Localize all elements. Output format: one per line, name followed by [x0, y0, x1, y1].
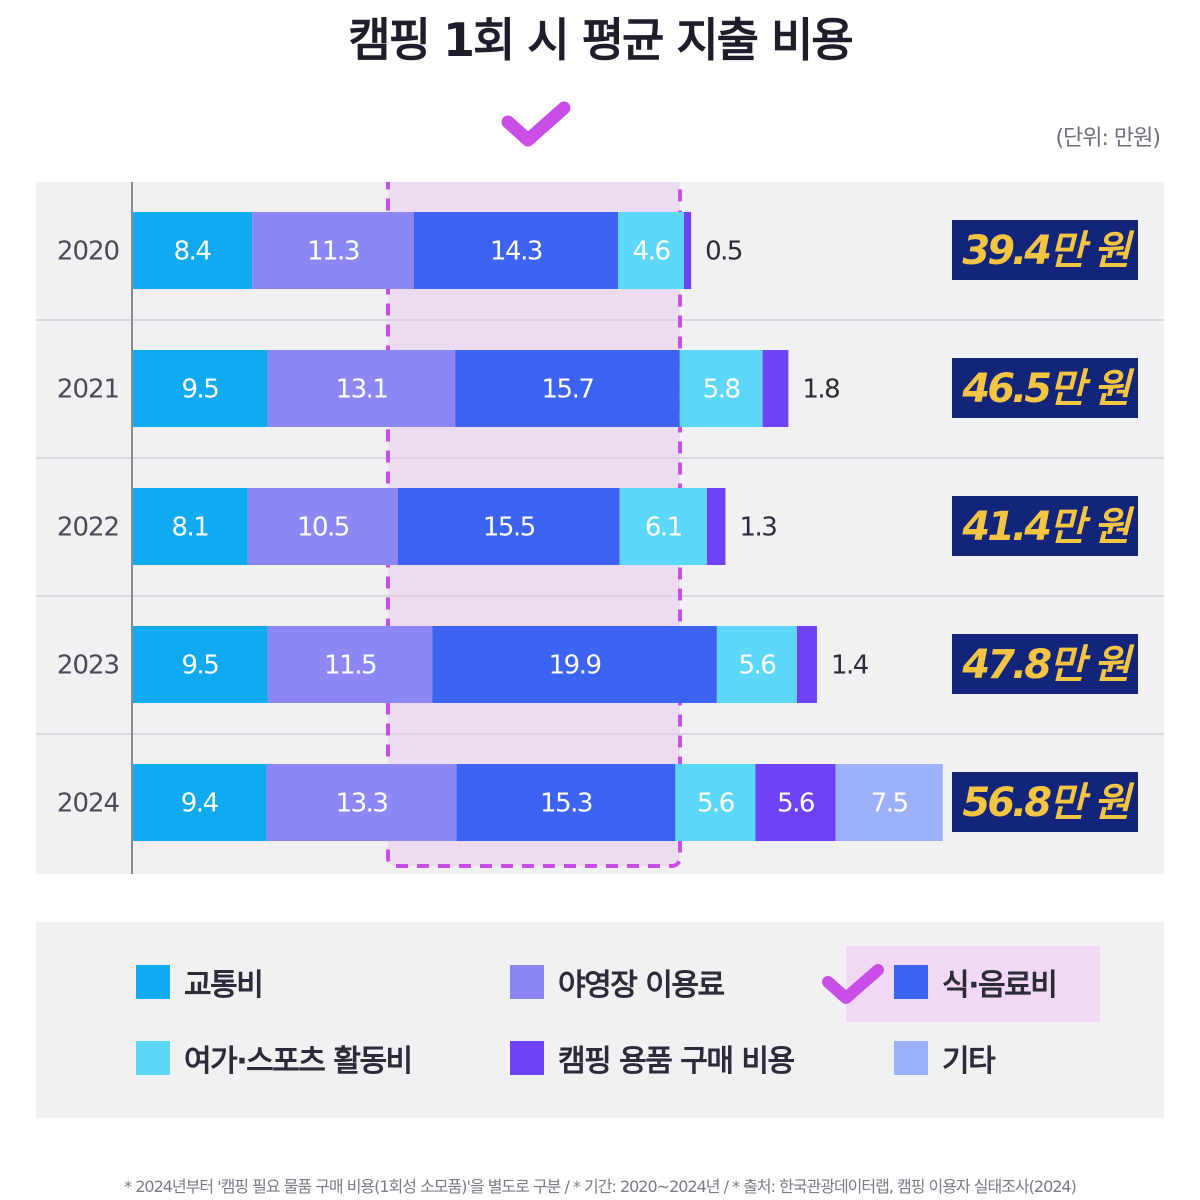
year-label: 2021 — [57, 375, 119, 405]
data-label: 8.1 — [171, 513, 208, 543]
data-label: 9.5 — [181, 375, 218, 405]
data-label: 14.3 — [490, 237, 542, 267]
footnote: * 2024년부터 '캠핑 필요 물품 구매 비용(1회성 소모품)'을 별도로… — [124, 1177, 1077, 1196]
bar-segment — [252, 212, 414, 289]
data-label: 0.5 — [705, 237, 742, 267]
data-label: 5.6 — [738, 651, 775, 681]
legend: 교통비 야영장 이용료 식·음료비 여가·스포츠 활동비 캠핑 용품 구매 비용… — [36, 922, 1164, 1118]
stacked-bar-chart: 2020 8.4 11.3 14.3 4.6 0.5 39.4만 원 2021 9.5 13.1 1… — [36, 182, 1164, 874]
legend-label: 여가·스포츠 활동비 — [184, 1044, 413, 1079]
total-value: 56.8만 원 — [962, 780, 1134, 826]
legend-label: 기타 — [942, 1044, 996, 1079]
data-label: 4.6 — [633, 237, 670, 267]
bar-segment — [618, 212, 684, 289]
chart-panel: 2020 8.4 11.3 14.3 4.6 0.5 39.4만 원 2021 9.5 13.1 1… — [36, 182, 1164, 874]
year-label: 2020 — [57, 237, 119, 267]
legend-label: 야영장 이용료 — [558, 968, 725, 1003]
data-label: 6.1 — [645, 513, 682, 543]
total-value: 39.4만 원 — [962, 228, 1134, 274]
legend-checkmark-icon — [822, 964, 884, 1004]
bar-segment — [716, 626, 797, 703]
bar-segment — [762, 350, 789, 427]
year-label: 2022 — [57, 513, 119, 543]
total-badge — [952, 496, 1138, 556]
data-label: 11.5 — [324, 651, 376, 681]
data-label: 15.3 — [540, 789, 592, 819]
legend-label: 식·음료비 — [942, 968, 1058, 1003]
checkmark-icon — [501, 101, 571, 147]
bar-segment — [675, 764, 756, 841]
bar-segment — [796, 626, 817, 703]
year-label: 2023 — [57, 651, 119, 681]
legend-label: 캠핑 용품 구매 비용 — [558, 1044, 795, 1079]
legend-item-campsite-fee: 야영장 이용료 — [510, 962, 725, 1003]
bar-segment — [706, 488, 726, 565]
bar-segment — [413, 212, 619, 289]
legend-item-leisure: 여가·스포츠 활동비 — [136, 1038, 413, 1079]
total-value: 41.4만 원 — [961, 504, 1134, 550]
bar-segment — [132, 212, 253, 289]
bar-segment — [679, 350, 763, 427]
data-label: 15.5 — [483, 513, 535, 543]
bar-segment — [456, 764, 676, 841]
total-value: 46.5만 원 — [961, 366, 1134, 412]
year-label: 2024 — [57, 789, 120, 819]
legend-highlight — [846, 946, 1100, 1022]
bar-segment — [619, 488, 707, 565]
legend-swatch — [136, 965, 170, 999]
bar-segment — [267, 626, 433, 703]
bar-segment — [132, 488, 248, 565]
bar-segment — [397, 488, 620, 565]
legend-item-food: 식·음료비 — [894, 962, 1058, 1003]
data-label: 1.4 — [831, 651, 869, 681]
legend-item-other: 기타 — [894, 1038, 996, 1079]
bar-segment — [683, 212, 692, 289]
data-label: 5.6 — [777, 789, 814, 819]
bar-segment — [267, 350, 456, 427]
total-badge — [952, 772, 1138, 832]
legend-swatch — [510, 965, 544, 999]
legend-swatch — [136, 1041, 170, 1075]
legend-item-gear: 캠핑 용품 구매 비용 — [510, 1038, 795, 1079]
data-label: 1.3 — [739, 513, 776, 543]
data-label: 19.9 — [549, 651, 601, 681]
total-value: 47.8만 원 — [961, 642, 1134, 688]
data-label: 15.7 — [541, 375, 593, 405]
legend-swatch — [894, 965, 928, 999]
data-label: 9.4 — [181, 789, 219, 819]
bar-segment — [132, 350, 268, 427]
data-label: 13.3 — [336, 789, 388, 819]
total-badge — [952, 358, 1138, 418]
data-label: 7.5 — [871, 789, 908, 819]
chart-title: 캠핑 1회 시 평균 지출 비용 — [348, 13, 853, 67]
data-label: 5.8 — [703, 375, 740, 405]
bar-segment — [835, 764, 943, 841]
bar-segment — [455, 350, 680, 427]
data-label: 11.3 — [307, 237, 359, 267]
data-label: 8.4 — [174, 237, 212, 267]
data-label: 9.5 — [181, 651, 218, 681]
unit-label: (단위: 만원) — [1055, 126, 1161, 151]
data-label: 5.6 — [697, 789, 734, 819]
legend-item-transport: 교통비 — [136, 962, 264, 1003]
bar-segment — [266, 764, 457, 841]
legend-label: 교통비 — [184, 968, 264, 1003]
data-label: 13.1 — [336, 375, 388, 405]
bar-segment — [432, 626, 717, 703]
data-label: 1.8 — [802, 375, 839, 405]
legend-swatch — [894, 1041, 928, 1075]
total-badge — [952, 220, 1138, 280]
bar-segment — [132, 764, 267, 841]
legend-swatch — [510, 1041, 544, 1075]
data-label: 10.5 — [297, 513, 349, 543]
bar-segment — [247, 488, 398, 565]
bar-segment — [755, 764, 836, 841]
bar-segment — [132, 626, 268, 703]
total-badge — [952, 634, 1138, 694]
